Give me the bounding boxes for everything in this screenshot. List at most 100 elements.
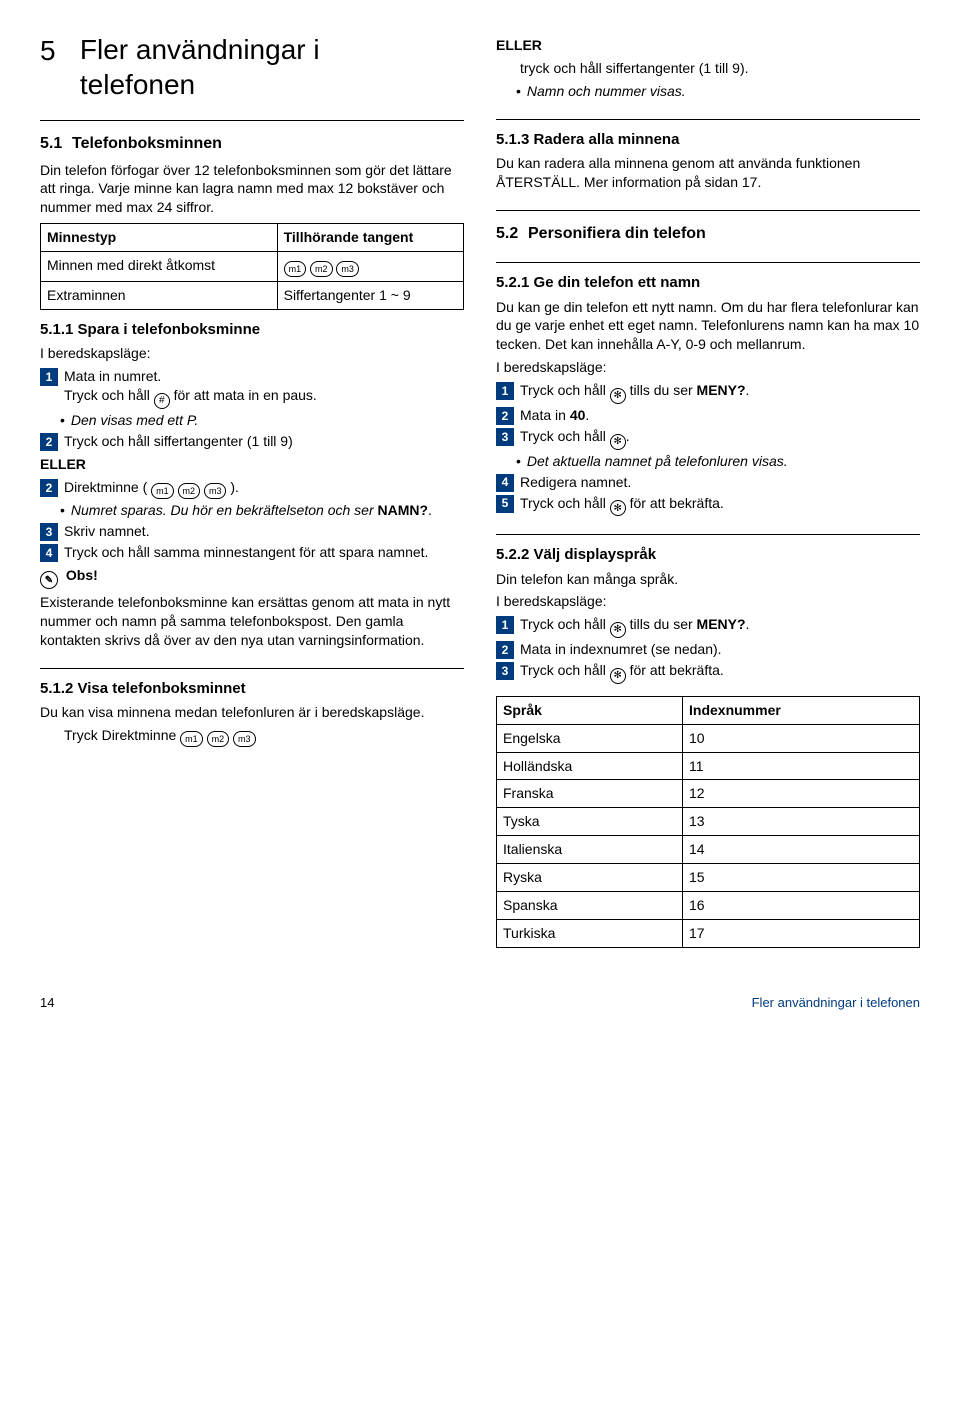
bullet-item: •Det aktuella namnet på telefonluren vis… — [516, 452, 920, 471]
or-label: ELLER — [40, 455, 464, 474]
table-header: Tillhörande tangent — [277, 224, 463, 252]
star-key-icon: ✻ — [610, 622, 626, 638]
divider — [496, 210, 920, 211]
hash-key-icon: # — [154, 393, 170, 409]
section-5-2-1-heading: 5.2.1 Ge din telefon ett namn — [496, 273, 920, 293]
star-key-icon: ✻ — [610, 500, 626, 516]
step-1: 1 Tryck och håll ✻ tills du ser MENY?. — [496, 615, 920, 638]
star-key-icon: ✻ — [610, 388, 626, 404]
chapter-number: 5 — [40, 32, 76, 70]
standby-label: I beredskapsläge: — [496, 592, 920, 611]
section-5-1-2-heading: 5.1.2 Visa telefonboksminnet — [40, 679, 464, 699]
table-cell: Turkiska — [497, 919, 683, 947]
table-cell: Minnen med direkt åtkomst — [41, 252, 278, 282]
step-3: 3 Skriv namnet. — [40, 522, 464, 541]
divider — [496, 534, 920, 535]
paragraph: Tryck Direktminne m1 m2 m3 — [64, 726, 464, 747]
step-number-icon: 1 — [496, 382, 514, 400]
language-table: Språk Indexnummer Engelska10Holländska11… — [496, 696, 920, 948]
page-number: 14 — [40, 994, 54, 1012]
bullet-item: •Den visas med ett P. — [60, 411, 464, 430]
step-5: 5 Tryck och håll ✻ för att bekräfta. — [496, 494, 920, 517]
step-number-icon: 3 — [496, 662, 514, 680]
step-number-icon: 1 — [40, 368, 58, 386]
m2-key-icon: m2 — [310, 261, 333, 277]
table-cell: Tyska — [497, 808, 683, 836]
table-cell: Siffertangenter 1 ~ 9 — [277, 282, 463, 310]
table-row: Engelska10 — [497, 724, 920, 752]
chapter-title: Fler användningar i telefonen — [80, 32, 440, 102]
table-row: Holländska11 — [497, 752, 920, 780]
table-cell: Engelska — [497, 724, 683, 752]
step-4: 4 Redigera namnet. — [496, 473, 920, 492]
step-2: 2 Mata in indexnumret (se nedan). — [496, 640, 920, 659]
table-row: Ryska15 — [497, 864, 920, 892]
m2-key-icon: m2 — [207, 731, 230, 747]
star-key-icon: ✻ — [610, 668, 626, 684]
section-5-1-3-heading: 5.1.3 Radera alla minnena — [496, 130, 920, 150]
step-2b: 2 Direktminne ( m1 m2 m3 ). — [40, 478, 464, 499]
standby-label: I beredskapsläge: — [40, 344, 464, 363]
divider — [40, 120, 464, 121]
table-header: Minnestyp — [41, 224, 278, 252]
section-5-2-2-heading: 5.2.2 Välj displayspråk — [496, 545, 920, 565]
left-column: 5 Fler användningar i telefonen 5.1Telef… — [40, 32, 464, 954]
step-number-icon: 2 — [40, 433, 58, 451]
m3-key-icon: m3 — [336, 261, 359, 277]
step-number-icon: 3 — [496, 428, 514, 446]
step-number-icon: 4 — [496, 474, 514, 492]
table-row: Franska12 — [497, 780, 920, 808]
divider — [40, 668, 464, 669]
step-4: 4 Tryck och håll samma minnestangent för… — [40, 543, 464, 562]
step-number-icon: 2 — [40, 479, 58, 497]
standby-label: I beredskapsläge: — [496, 358, 920, 377]
table-header: Indexnummer — [683, 696, 920, 724]
m1-key-icon: m1 — [284, 261, 307, 277]
table-cell: Holländska — [497, 752, 683, 780]
table-cell: Ryska — [497, 864, 683, 892]
step-1: 1 Mata in numret. Tryck och håll # för a… — [40, 367, 464, 409]
step-number-icon: 2 — [496, 407, 514, 425]
memory-type-table: Minnestyp Tillhörande tangent Minnen med… — [40, 223, 464, 310]
table-cell: 14 — [683, 836, 920, 864]
table-row: Italienska14 — [497, 836, 920, 864]
page-footer: 14 Fler användningar i telefonen — [40, 994, 920, 1012]
paragraph: Du kan visa minnena medan telefonluren ä… — [40, 703, 464, 722]
step-number-icon: 4 — [40, 544, 58, 562]
table-row: Turkiska17 — [497, 919, 920, 947]
step-number-icon: 5 — [496, 495, 514, 513]
table-cell: Italienska — [497, 836, 683, 864]
divider — [496, 262, 920, 263]
paragraph: Din telefon kan många språk. — [496, 570, 920, 589]
table-cell: 12 — [683, 780, 920, 808]
table-cell: Extraminnen — [41, 282, 278, 310]
step-2: 2 Mata in 40. — [496, 406, 920, 425]
table-cell: 10 — [683, 724, 920, 752]
table-cell: Franska — [497, 780, 683, 808]
or-label: ELLER — [496, 36, 920, 55]
m1-key-icon: m1 — [151, 483, 174, 499]
step-1: 1 Tryck och håll ✻ tills du ser MENY?. — [496, 381, 920, 404]
paragraph: Du kan radera alla minnena genom att anv… — [496, 154, 920, 192]
step-number-icon: 1 — [496, 616, 514, 634]
table-row: Tyska13 — [497, 808, 920, 836]
step-number-icon: 3 — [40, 523, 58, 541]
section-5-1-intro: Din telefon förfogar över 12 telefonboks… — [40, 161, 464, 218]
table-row: Spanska16 — [497, 892, 920, 920]
m3-key-icon: m3 — [204, 483, 227, 499]
step-3: 3 Tryck och håll ✻. — [496, 427, 920, 450]
chapter-heading: 5 Fler användningar i telefonen — [40, 32, 464, 102]
divider — [496, 119, 920, 120]
bullet-item: •Namn och nummer visas. — [516, 82, 920, 101]
table-cell: 15 — [683, 864, 920, 892]
note: ✎ Obs! — [40, 566, 464, 590]
footer-title: Fler användningar i telefonen — [752, 994, 920, 1012]
table-cell: 13 — [683, 808, 920, 836]
table-cell: Spanska — [497, 892, 683, 920]
bullet-item: • Numret sparas. Du hör en bekräftelseto… — [60, 501, 464, 520]
table-header: Språk — [497, 696, 683, 724]
table-cell: 17 — [683, 919, 920, 947]
paragraph: tryck och håll siffertangenter (1 till 9… — [520, 59, 920, 78]
section-5-1-heading: 5.1Telefonboksminnen — [40, 133, 464, 155]
table-cell: m1 m2 m3 — [277, 252, 463, 282]
